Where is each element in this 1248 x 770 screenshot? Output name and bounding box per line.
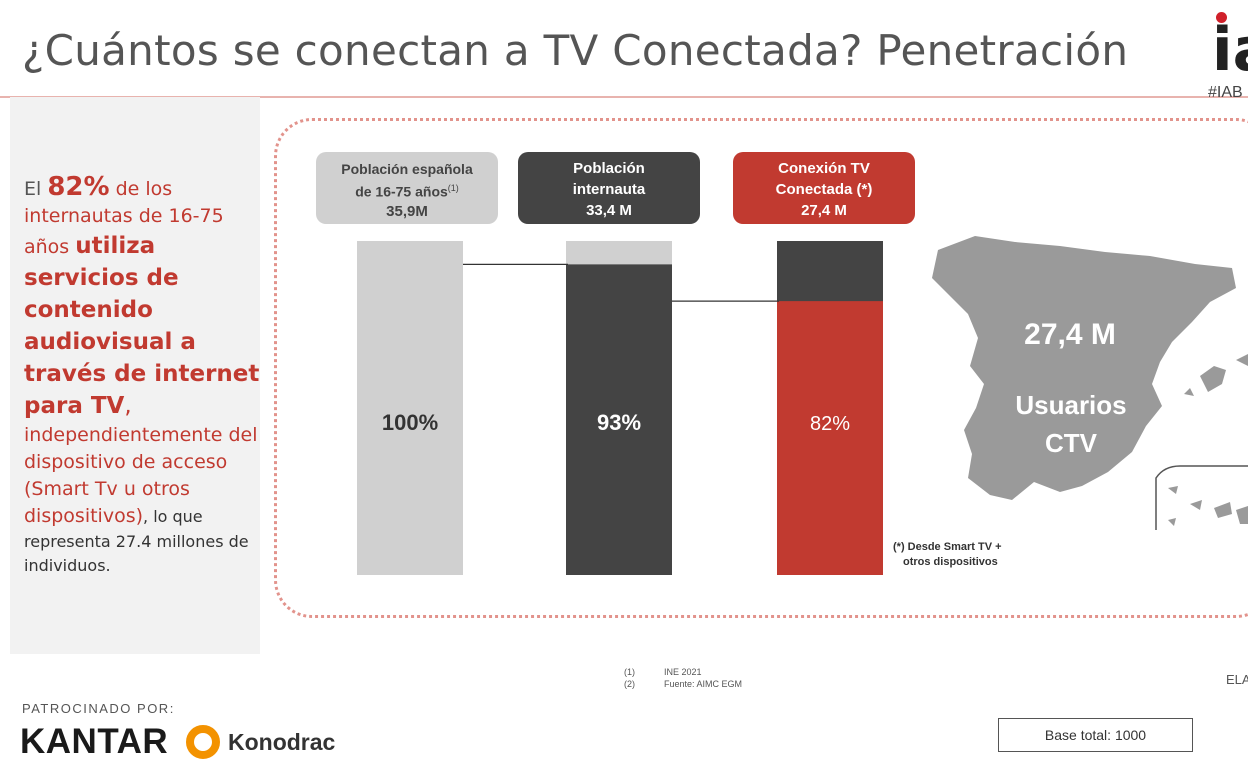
base-total-box: Base total: 1000 [998, 718, 1193, 752]
logo-hashtag: #IAB [1208, 84, 1243, 101]
summary-percent: 82% [47, 172, 110, 202]
header-ctv-line1: Conexión TV [778, 160, 870, 177]
summary-device: independientemente del dispositivo de ac… [24, 396, 264, 527]
references: (1) INE 2021 (2) Fuente: AIMC EGM [624, 666, 742, 690]
ref-text: INE 2021 [664, 667, 702, 677]
header-ctv: Conexión TV Conectada (*) 27,4 M [733, 152, 915, 224]
page-title: ¿Cuántos se conectan a TV Conectada? Pen… [22, 26, 1129, 75]
side-summary: El 82% de los internautas de 16-75 años … [24, 172, 260, 578]
summary-comma: , [124, 393, 132, 419]
iab-logo: ia #IAB [1208, 10, 1248, 102]
header-population-sup: (1) [447, 183, 459, 193]
map-label-line1: Usuarios [1015, 390, 1126, 420]
logo-letters: ia [1212, 15, 1248, 85]
labels-layer: 100% 93% 82% [382, 410, 850, 435]
header-population-line1: Población española [341, 161, 473, 177]
canary-inset-frame [1155, 465, 1248, 530]
summary-highlight: utiliza servicios de contenido audiovisu… [24, 233, 268, 419]
side-panel [10, 97, 260, 654]
kantar-logo: KANTAR [20, 722, 169, 761]
connectors-layer [463, 263, 779, 302]
ctv-footnote-line1: (*) Desde Smart TV + [893, 541, 1002, 553]
map-value: 27,4 M [1024, 318, 1116, 351]
canary-islands-icon [1168, 486, 1248, 526]
header-internet-value: 33,4 M [586, 202, 632, 219]
bar-value-label: 100% [382, 410, 438, 435]
logo-dot-icon [1216, 12, 1227, 23]
bars-layer [357, 241, 883, 575]
chart-frame [274, 118, 1248, 618]
sponsor-label: PATROCINADO POR: [22, 701, 175, 716]
summary-audience: de los internautas de 16-75 años [24, 178, 230, 258]
header-population-value: 35,9M [386, 202, 428, 220]
map-label-line2: CTV [1045, 428, 1098, 458]
summary-total: , lo que representa 27.4 millones de ind… [24, 507, 254, 575]
ref-number: (1) [624, 667, 635, 677]
ctv-footnote: (*) Desde Smart TV + otros dispositivos [893, 540, 1002, 570]
header-internet-line1: Población [573, 160, 645, 177]
bar [357, 241, 463, 575]
konodrac-ring-icon [186, 725, 220, 759]
title-divider [0, 96, 1248, 98]
header-ctv-line2: Conectada (*) [775, 181, 873, 198]
spain-mainland-icon [932, 236, 1236, 500]
ref-number: (2) [624, 679, 635, 689]
header-internet-line2: internauta [572, 181, 646, 198]
header-population: Población española de 16-75 años(1) 35,9… [316, 152, 498, 224]
header-population-line2: de 16-75 años [355, 183, 448, 200]
bar-value-label: 93% [597, 410, 641, 435]
ela-label: ELA [1226, 672, 1248, 687]
ref-text: Fuente: AIMC EGM [664, 679, 743, 689]
bar [566, 264, 672, 575]
balearic-islands-icon [1184, 354, 1248, 396]
ctv-footnote-line2: otros dispositivos [903, 556, 998, 568]
bar-value-label: 82% [810, 413, 850, 435]
konodrac-logo: Konodrac [228, 729, 336, 755]
header-internet: Población internauta 33,4 M [518, 152, 700, 224]
summary-intro: El [24, 178, 48, 200]
bar [777, 301, 883, 575]
header-ctv-value: 27,4 M [801, 202, 847, 219]
